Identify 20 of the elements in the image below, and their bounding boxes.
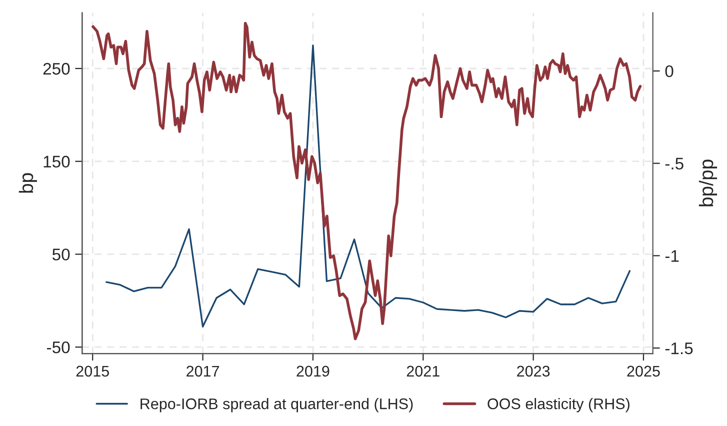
y-axis-title: bp [18, 173, 37, 193]
y2-tick-label: 0 [665, 65, 674, 78]
y2-axis-title: bp/pp [698, 160, 718, 206]
line-series [106, 44, 631, 328]
x-tick-label: 2017 [186, 366, 220, 377]
line-series [92, 22, 642, 340]
y2-tick-label: -1.5 [665, 342, 693, 354]
y2-tick-label: -.5 [665, 158, 684, 170]
legend-label: Repo-IORB spread at quarter-end (LHS) [140, 398, 413, 412]
x-tick-label: 2023 [517, 366, 550, 377]
x-tick-label: 2021 [406, 366, 440, 377]
y-tick-label: 250 [43, 62, 70, 75]
y-tick-label: -50 [47, 341, 70, 354]
x-tick-label: 2019 [296, 366, 330, 377]
x-tick-label: 2015 [76, 366, 109, 377]
x-tick-label: 2025 [627, 366, 660, 377]
legend-label: OOS elasticity (RHS) [488, 398, 630, 412]
y-tick-label: 150 [44, 156, 70, 168]
y2-tick-label: -1 [665, 250, 679, 262]
y-tick-label: 50 [52, 248, 70, 260]
